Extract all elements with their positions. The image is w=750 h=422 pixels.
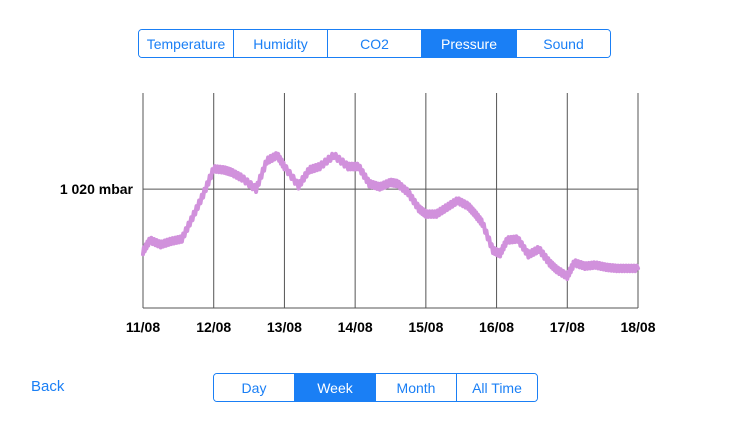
range-segmented-control: Day Week Month All Time xyxy=(213,373,538,402)
chart-grid xyxy=(142,93,639,309)
x-tick-label: 18/08 xyxy=(620,319,655,335)
tab-pressure[interactable]: Pressure xyxy=(421,30,516,57)
tab-all-time[interactable]: All Time xyxy=(456,374,537,401)
tab-co2[interactable]: CO2 xyxy=(327,30,421,57)
tab-temperature[interactable]: Temperature xyxy=(139,30,233,57)
tab-month[interactable]: Month xyxy=(375,374,456,401)
pressure-series-line xyxy=(141,151,640,282)
y-tick-labels: 1 020 mbar xyxy=(60,181,134,197)
back-button[interactable]: Back xyxy=(31,378,65,395)
metric-segmented-control: Temperature Humidity CO2 Pressure Sound xyxy=(138,29,611,58)
series-layer xyxy=(141,151,640,282)
x-tick-label: 15/08 xyxy=(408,319,443,335)
x-tick-label: 14/08 xyxy=(338,319,373,335)
x-tick-labels: 11/08 12/08 13/08 14/08 15/08 16/08 17/08 18/08 xyxy=(126,319,656,335)
x-tick-label: 17/08 xyxy=(550,319,585,335)
tab-day[interactable]: Day xyxy=(214,374,294,401)
tab-sound[interactable]: Sound xyxy=(516,30,610,57)
tab-humidity[interactable]: Humidity xyxy=(233,30,327,57)
x-tick-label: 16/08 xyxy=(479,319,514,335)
x-tick-label: 12/08 xyxy=(196,319,231,335)
y-tick-label: 1 020 mbar xyxy=(60,181,134,197)
x-tick-label: 13/08 xyxy=(267,319,302,335)
x-tick-label: 11/08 xyxy=(126,319,160,335)
tab-week[interactable]: Week xyxy=(294,374,375,401)
